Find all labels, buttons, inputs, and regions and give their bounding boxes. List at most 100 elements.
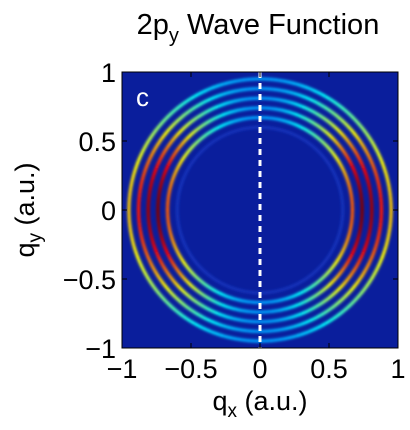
ring-3-segment: [339, 105, 346, 111]
ring-3-segment: [129, 182, 134, 188]
ring-3-segment: [140, 147, 146, 154]
ring-2-segment: [300, 321, 307, 326]
ring-4-segment: [296, 291, 302, 296]
ring-0-segment: [182, 277, 188, 283]
ring-1-segment: [221, 313, 226, 318]
ring-0-segment: [357, 230, 362, 236]
ring-0-segment: [157, 191, 162, 197]
ring-3-segment: [171, 108, 177, 114]
ring-4-segment: [335, 157, 340, 162]
ring-3-segment: [158, 121, 164, 127]
ring-1-segment: [301, 104, 307, 110]
ring-1-segment: [353, 265, 359, 271]
ring-4-segment: [192, 273, 197, 278]
y-axis-label: qy (a.u.): [10, 162, 46, 257]
ring-3-segment: [380, 160, 385, 166]
ring-1-segment: [166, 143, 171, 149]
ring-0-segment: [284, 306, 289, 311]
ring-1-segment: [355, 261, 361, 267]
ring-2-segment: [230, 326, 236, 331]
ring-0-segment: [273, 308, 279, 313]
ring-1-segment: [206, 108, 212, 113]
ring-2-segment: [163, 283, 169, 290]
ring-0-segment: [307, 118, 312, 123]
ring-2-segment: [378, 192, 383, 198]
ring-0-segment: [217, 301, 223, 307]
ring-3-segment: [353, 296, 359, 303]
ring-4-segment: [224, 294, 229, 299]
ring-3-segment: [152, 286, 158, 292]
ring-1-segment: [181, 289, 187, 295]
ring-4-segment: [275, 117, 280, 122]
ring-4-segment: [325, 270, 330, 276]
ring-2-segment: [304, 319, 311, 325]
ring-0-segment: [358, 188, 363, 193]
ring-2-segment: [187, 107, 193, 114]
ring-1-segment: [213, 104, 219, 110]
ring-2-segment: [138, 188, 142, 194]
ring-0-segment: [287, 305, 293, 310]
ring-4-segment: [224, 121, 229, 126]
ring-3-segment: [181, 99, 188, 106]
ring-0-segment: [327, 282, 333, 288]
ring-1-segment: [333, 125, 339, 131]
ring-4-segment: [345, 238, 350, 243]
ring-4-segment: [345, 177, 350, 182]
ring-2-segment: [280, 88, 286, 93]
ring-4-segment: [340, 165, 345, 171]
ring-0-segment: [170, 260, 175, 265]
ring-3-segment: [145, 139, 151, 146]
ring-3-segment: [185, 317, 192, 323]
ring-0-segment: [221, 303, 226, 308]
ring-3-segment: [376, 151, 382, 158]
ring-3-segment: [161, 296, 167, 303]
ring-2-segment: [319, 103, 326, 109]
ring-1-segment: [156, 254, 161, 260]
title-sub: y: [169, 25, 179, 47]
ring-0-segment: [304, 298, 309, 304]
ring-0-segment: [300, 300, 306, 305]
ring-4-segment: [325, 144, 330, 150]
ring-0-segment: [321, 128, 327, 133]
ring-1-segment: [190, 118, 196, 124]
ring-2-segment: [373, 171, 379, 177]
ring-2-segment: [351, 283, 357, 290]
ring-0-segment: [291, 111, 296, 116]
ring-3-segment: [174, 309, 181, 315]
xlabel-sub: x: [228, 401, 238, 422]
ring-0-segment: [214, 300, 220, 305]
ring-0-segment: [199, 124, 204, 129]
ring-1-segment: [294, 313, 299, 318]
ring-3-segment: [155, 124, 161, 131]
ring-3-segment: [145, 274, 151, 281]
ring-0-segment: [162, 171, 167, 176]
ring-0-segment: [319, 126, 324, 131]
ring-3-segment: [138, 151, 144, 158]
ring-2-segment: [356, 277, 363, 283]
ring-3-segment: [197, 324, 204, 330]
ring-4-segment: [320, 275, 326, 280]
ring-1-segment: [161, 265, 167, 271]
ring-4-segment: [210, 287, 215, 292]
ring-0-segment: [165, 164, 170, 170]
ring-2-segment: [375, 238, 380, 244]
ring-3-segment: [343, 306, 349, 312]
ring-2-segment: [137, 192, 142, 198]
ring-1-segment: [341, 134, 347, 140]
ring-0-segment: [161, 174, 166, 179]
ring-4-segment: [331, 152, 337, 157]
ring-1-segment: [315, 111, 321, 117]
ring-0-segment: [190, 130, 196, 136]
ring-4-segment: [207, 130, 212, 135]
ring-2-segment: [300, 94, 307, 99]
ring-0-segment: [291, 304, 296, 309]
ring-3-segment: [236, 337, 242, 342]
ring-4-segment: [212, 288, 218, 294]
ring-0-segment: [358, 227, 363, 232]
ring-3-segment: [178, 102, 184, 108]
ring-2-segment: [160, 280, 166, 286]
ring-1-segment: [324, 118, 330, 124]
ring-4-segment: [315, 135, 321, 141]
ring-4-segment: [170, 177, 175, 182]
ring-2-segment: [145, 159, 151, 166]
